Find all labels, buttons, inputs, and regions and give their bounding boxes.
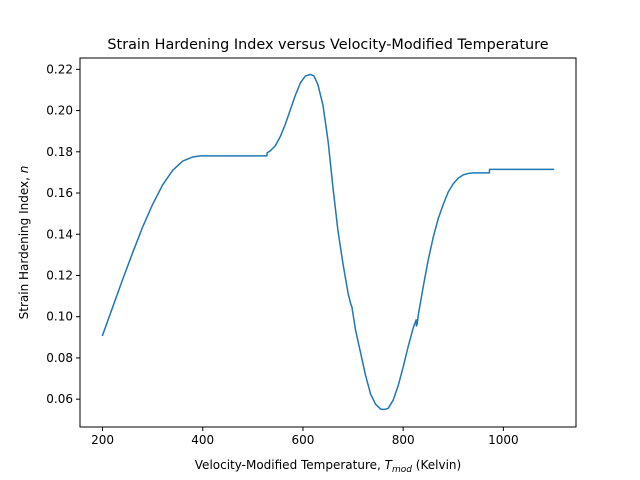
x-axis-label-subscript: mod xyxy=(392,465,412,475)
x-axis-label-main: Velocity-Modified Temperature, xyxy=(195,458,385,472)
y-tick-label: 0.16 xyxy=(46,186,73,200)
x-tick-label: 800 xyxy=(392,433,415,447)
x-axis: 200 400 600 800 1000 xyxy=(91,427,519,447)
y-tick-label: 0.14 xyxy=(46,227,73,241)
y-tick-label: 0.18 xyxy=(46,145,73,159)
x-axis-label-suffix: (Kelvin) xyxy=(412,458,461,472)
x-tick-label: 1000 xyxy=(488,433,519,447)
series-layer xyxy=(101,73,555,411)
y-tick-label: 0.06 xyxy=(46,392,73,406)
x-tick-label: 600 xyxy=(291,433,314,447)
y-tick-label: 0.22 xyxy=(46,62,73,76)
chart-title: Strain Hardening Index versus Velocity-M… xyxy=(107,37,548,53)
y-axis: 0.06 0.08 0.10 0.12 0.14 0.16 0.18 0.20 0.22 xyxy=(46,62,80,406)
plot-area xyxy=(79,57,577,428)
y-tick-label: 0.10 xyxy=(46,310,73,324)
y-axis-label: Strain Hardening Index, n xyxy=(17,166,31,320)
y-axis-label-symbol: n xyxy=(17,166,31,174)
axes-frame xyxy=(79,57,577,428)
x-axis-label: Velocity-Modified Temperature, Tmod (Kel… xyxy=(195,458,461,475)
y-tick-label: 0.08 xyxy=(46,351,73,365)
x-tick-label: 400 xyxy=(191,433,214,447)
y-tick-label: 0.12 xyxy=(46,268,73,282)
x-axis-label-symbol: T xyxy=(385,458,394,472)
y-tick-label: 0.20 xyxy=(46,104,73,118)
x-tick-label: 200 xyxy=(91,433,114,447)
y-axis-label-main: Strain Hardening Index, xyxy=(17,173,31,319)
series-line xyxy=(101,73,555,411)
